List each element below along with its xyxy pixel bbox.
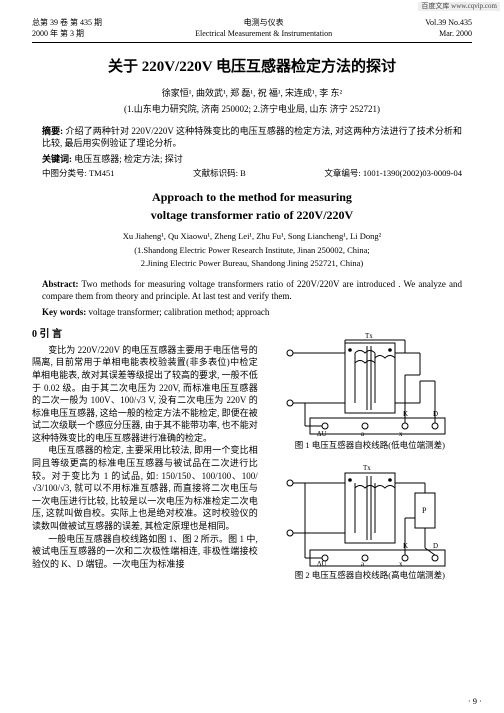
abstract-cn: 摘要: 介绍了两种针对 220V/220V 这种特殊变比的电压互感器的检定方法,… bbox=[42, 125, 462, 149]
title-en-line1: Approach to the method for measuring bbox=[32, 189, 472, 205]
kw-cn-label: 关键词: bbox=[42, 154, 72, 164]
authors-en: Xu Jiaheng¹, Qu Xiaowu¹, Zheng Lei¹, Zhu… bbox=[32, 231, 472, 242]
class-num: 中图分类号: TM451 bbox=[42, 168, 115, 179]
fig2-label-tx: Tx bbox=[363, 464, 371, 472]
fig1-label-d: D bbox=[433, 410, 438, 418]
header-right-1: Vol.39 No.435 bbox=[425, 18, 472, 29]
fig2-label-x: x bbox=[399, 560, 403, 568]
article-id: 文章编号: 1001-1390(2002)03-0009-04 bbox=[324, 168, 462, 179]
authors-cn: 徐家恒¹, 曲效武¹, 郑 磊¹, 祝 福¹, 宋连成¹, 李 东² bbox=[32, 87, 472, 99]
title-cn: 关于 220V/220V 电压互感器检定方法的探讨 bbox=[32, 57, 472, 77]
figure-2-caption: 图 2 电压互感器自校线路(高电位端测差) bbox=[275, 570, 465, 581]
abstract-cn-text: 介绍了两种针对 220V/220V 这种特殊变比的电压互感器的检定方法, 对这两… bbox=[42, 126, 462, 148]
kw-cn-text: 电压互感器; 检定方法; 探讨 bbox=[74, 154, 183, 164]
keywords-en: Key words: voltage transformer; calibrat… bbox=[42, 306, 462, 318]
kw-en-label: Key words: bbox=[42, 307, 86, 317]
affil-cn: (1.山东电力研究院, 济南 250002; 2.济宁电业局, 山东 济宁 25… bbox=[32, 103, 472, 115]
fig1-label-tx: Tx bbox=[365, 332, 373, 340]
figure-2: P ΔU a x K D Tx 图 2 电 bbox=[275, 458, 465, 581]
header-left: 总第 39 卷 第 435 期 2000 年 第 3 期 bbox=[32, 18, 102, 40]
figure-1-caption: 图 1 电压互感器自校线路(低电位端测差) bbox=[275, 440, 465, 451]
page-number: · 9 · bbox=[468, 696, 482, 707]
para-3: 一般电压互感器自校线路如图 1、图 2 所示。图 1 中, 被试电压互感器的一次… bbox=[32, 533, 258, 571]
keywords-cn: 关键词: 电压互感器; 检定方法; 探讨 bbox=[42, 153, 462, 165]
journal-en: Electrical Measurement & Instrumentation bbox=[195, 29, 332, 40]
header-left-1: 总第 39 卷 第 435 期 bbox=[32, 18, 102, 29]
fig1-label-x: x bbox=[399, 430, 403, 438]
affil-en-1: (1.Shandong Electric Power Research Inst… bbox=[32, 245, 472, 256]
section-0-head: 0 引 言 bbox=[32, 328, 258, 342]
abstract-en-text: Two methods for measuring voltage transf… bbox=[42, 279, 462, 301]
para-1: 变比为 220V/220V 的电压互感器主要用于电压信号的隔离, 目前常用于单相… bbox=[32, 344, 258, 445]
fig2-label-au: ΔU bbox=[317, 560, 327, 568]
figure-2-svg: P ΔU a x K D Tx bbox=[275, 458, 465, 568]
source-tag: 百度文库 www.cqvip.com bbox=[418, 2, 500, 11]
header-left-2: 2000 年 第 3 期 bbox=[32, 29, 102, 40]
fig1-label-k: K bbox=[403, 410, 408, 418]
figure-1-svg: ΔU a x K D Tx bbox=[275, 328, 465, 438]
fig2-label-k: K bbox=[403, 542, 408, 550]
page-header: 总第 39 卷 第 435 期 2000 年 第 3 期 电测与仪表 Elect… bbox=[32, 18, 472, 43]
abstract-en: Abstract: Two methods for measuring volt… bbox=[42, 278, 462, 302]
affil-en-2: 2.Jining Electric Power Bureau, Shandong… bbox=[32, 258, 472, 269]
figure-1: ΔU a x K D Tx 图 1 电压互感器自校线路(低电位端测差) bbox=[275, 328, 465, 451]
doc-code: 文献标识码: B bbox=[193, 168, 246, 179]
header-mid: 电测与仪表 Electrical Measurement & Instrumen… bbox=[195, 18, 332, 40]
fig2-label-p: P bbox=[422, 506, 427, 515]
abstract-en-label: Abstract: bbox=[42, 279, 79, 289]
right-column: ΔU a x K D Tx 图 1 电压互感器自校线路(低电位端测差) bbox=[268, 328, 472, 581]
para-2: 电压互感器的检定, 主要采用比较法, 即用一个变比相同且等级更高的标准电压互感器… bbox=[32, 444, 258, 532]
fig1-label-au: ΔU bbox=[317, 430, 327, 438]
left-column: 0 引 言 变比为 220V/220V 的电压互感器主要用于电压信号的隔离, 目… bbox=[32, 328, 258, 581]
kw-en-text: voltage transformer; calibration method;… bbox=[89, 307, 270, 317]
fig2-label-d: D bbox=[433, 542, 438, 550]
journal-cn: 电测与仪表 bbox=[195, 18, 332, 29]
abstract-cn-label: 摘要: bbox=[42, 126, 63, 136]
header-right-2: Mar. 2000 bbox=[425, 29, 472, 40]
title-en-line2: voltage transformer ratio of 220V/220V bbox=[32, 207, 472, 223]
header-right: Vol.39 No.435 Mar. 2000 bbox=[425, 18, 472, 40]
body-columns: 0 引 言 变比为 220V/220V 的电压互感器主要用于电压信号的隔离, 目… bbox=[32, 328, 472, 581]
classification-row: 中图分类号: TM451 文献标识码: B 文章编号: 1001-1390(20… bbox=[42, 168, 462, 179]
